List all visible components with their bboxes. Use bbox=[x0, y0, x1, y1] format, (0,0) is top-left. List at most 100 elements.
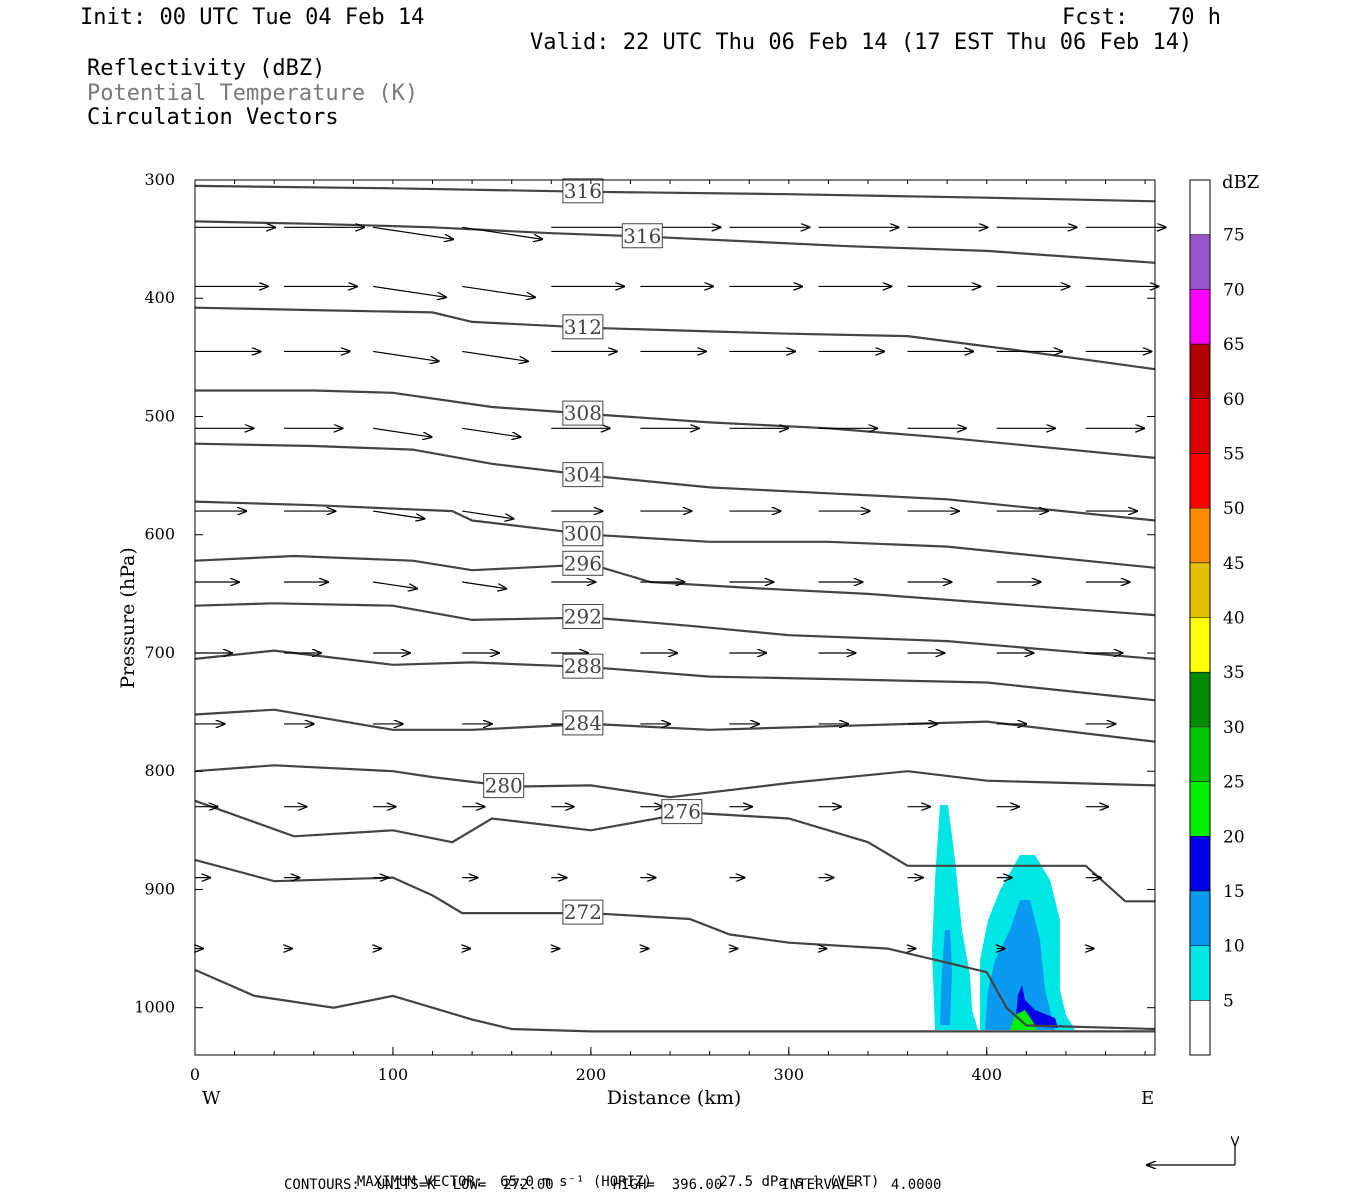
theta-contour-line bbox=[194, 554, 1156, 617]
reflectivity-10dbz bbox=[940, 930, 952, 1025]
y-tick-label: 400 bbox=[144, 288, 175, 307]
colorbar-label: 5 bbox=[1223, 991, 1234, 1011]
x-tick-label: 300 bbox=[774, 1065, 805, 1084]
contour-label-box bbox=[562, 521, 604, 547]
colorbar: 5 10 15 20 25 30 35 40 45 50 55 60 65 70 75 bbox=[1189, 179, 1245, 1056]
theta-contour-line bbox=[194, 184, 1156, 203]
contour-label: 312 bbox=[564, 315, 602, 339]
colorbar-segment bbox=[1190, 945, 1210, 1001]
y-tick-label: 700 bbox=[144, 643, 175, 662]
contour-label: 296 bbox=[564, 551, 602, 575]
contour-label: 276 bbox=[663, 800, 701, 824]
max-vector-label: MAXIMUM VECTOR: bbox=[356, 1174, 484, 1190]
theta-contour-line bbox=[194, 968, 1155, 1033]
contour-label: 292 bbox=[564, 605, 602, 629]
init-time: Init: 00 UTC Tue 04 Feb 14 bbox=[80, 5, 425, 30]
field-reflectivity: Reflectivity (dBZ) bbox=[87, 56, 326, 81]
colorbar-segment bbox=[1190, 1000, 1210, 1055]
colorbar-label: 60 bbox=[1223, 390, 1245, 410]
colorbar-segment bbox=[1190, 781, 1210, 837]
max-vector-horiz: 65.0 m s⁻¹ (HORIZ) bbox=[500, 1174, 652, 1190]
contour-label-box bbox=[562, 899, 604, 925]
y-tick-label: 900 bbox=[144, 879, 175, 898]
theta-contour-line bbox=[194, 306, 1156, 371]
y-tick-label: 600 bbox=[144, 525, 175, 544]
theta-contour-line bbox=[194, 858, 1156, 1031]
colorbar-label: 55 bbox=[1223, 444, 1245, 464]
colorbar-label: 40 bbox=[1223, 609, 1245, 629]
colorbar-label: 45 bbox=[1223, 554, 1245, 574]
y-tick-label: 500 bbox=[144, 406, 175, 425]
colorbar-segment bbox=[1190, 234, 1210, 290]
theta-contour-line bbox=[194, 602, 1156, 660]
colorbar-segment bbox=[1190, 453, 1210, 509]
reflectivity-5dbz bbox=[932, 805, 978, 1030]
colorbar-label: 50 bbox=[1223, 499, 1245, 519]
colorbar-label: 25 bbox=[1223, 773, 1245, 793]
theta-contour-line bbox=[194, 799, 1155, 903]
circulation-vector bbox=[462, 510, 513, 519]
circulation-vectors bbox=[195, 227, 1166, 948]
x-tick-label: 100 bbox=[378, 1065, 409, 1084]
colorbar-label: 30 bbox=[1223, 718, 1245, 738]
contour-label-box bbox=[562, 710, 604, 736]
y-axis: 300 400 500 600 700 800 900 1000 bbox=[134, 170, 1155, 1017]
colorbar-segment bbox=[1190, 180, 1210, 235]
contour-labels: 316 316 312 308 304 300 296 292 288 284 280 276 272 bbox=[483, 178, 703, 925]
x-axis-title: Distance (km) bbox=[607, 1087, 742, 1109]
contour-label: 316 bbox=[623, 224, 661, 248]
contour-label: 308 bbox=[564, 401, 602, 425]
y-axis-title: Pressure (hPa) bbox=[117, 547, 139, 689]
x-tick-label: 0 bbox=[190, 1065, 200, 1084]
circulation-vector bbox=[462, 285, 535, 297]
contour-label-box bbox=[562, 178, 604, 204]
x-tick-label: 200 bbox=[576, 1065, 607, 1084]
colorbar-segment bbox=[1190, 508, 1210, 563]
colorbar-segment bbox=[1190, 289, 1210, 345]
contour-label-box bbox=[661, 799, 703, 825]
circulation-vector bbox=[373, 427, 431, 437]
colorbar-segment bbox=[1190, 836, 1210, 891]
colorbar-label: 75 bbox=[1223, 226, 1245, 246]
colorbar-segment bbox=[1190, 890, 1210, 946]
colorbar-label: 10 bbox=[1223, 937, 1245, 957]
theta-contour-line bbox=[194, 708, 1156, 743]
field-potential-temperature: Potential Temperature (K) bbox=[87, 81, 419, 106]
colorbar-segment bbox=[1190, 617, 1210, 673]
west-label: W bbox=[202, 1088, 221, 1109]
y-tick-label: 300 bbox=[144, 170, 175, 189]
reflectivity-shading bbox=[932, 805, 1075, 1030]
contour-label-box bbox=[562, 314, 604, 340]
theta-contour-line bbox=[194, 649, 1156, 702]
circulation-vector bbox=[373, 226, 453, 239]
contour-label: 284 bbox=[564, 711, 602, 735]
contour-label-box bbox=[562, 462, 604, 488]
contour-label: 280 bbox=[485, 774, 523, 798]
field-circulation-vectors: Circulation Vectors bbox=[87, 105, 339, 130]
reference-vector-icon bbox=[1147, 1145, 1235, 1165]
colorbar-label: 65 bbox=[1223, 335, 1245, 355]
contour-label: 288 bbox=[564, 654, 602, 678]
circulation-vector bbox=[373, 285, 446, 297]
theta-contour-line bbox=[194, 442, 1156, 522]
colorbar-label: 35 bbox=[1223, 663, 1245, 683]
y-tick-label: 1000 bbox=[134, 998, 175, 1017]
colorbar-label: 70 bbox=[1223, 280, 1245, 300]
circulation-vector bbox=[462, 226, 542, 239]
colorbar-label: 20 bbox=[1223, 827, 1245, 847]
colorbar-segment bbox=[1190, 398, 1210, 454]
forecast-hour: Fcst: 70 h bbox=[1062, 5, 1221, 30]
circulation-vector bbox=[462, 581, 506, 589]
circulation-vector bbox=[373, 350, 439, 361]
contour-info: CONTOURS: UNITS=K LOW= 272.00 HIGH= 396.… bbox=[284, 1177, 942, 1193]
colorbar-label: 15 bbox=[1223, 882, 1245, 902]
contour-label: 272 bbox=[564, 900, 602, 924]
contour-label: 300 bbox=[564, 522, 602, 546]
theta-contour-line bbox=[194, 764, 1156, 799]
contour-label: 304 bbox=[564, 463, 602, 487]
contour-label-box bbox=[562, 604, 604, 629]
plot-frame bbox=[194, 179, 1156, 1056]
contour-label-box bbox=[562, 653, 604, 679]
colorbar-segment bbox=[1190, 344, 1210, 399]
